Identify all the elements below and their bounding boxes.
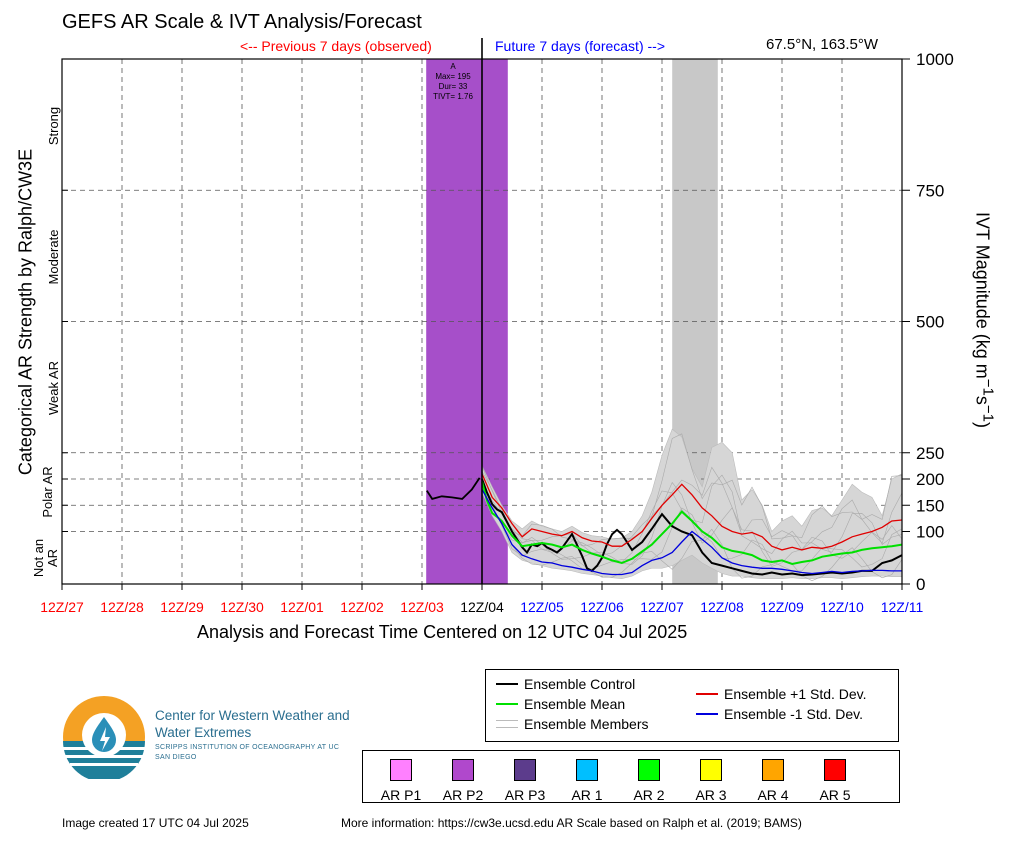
band-annotation: Max= 195	[435, 72, 471, 81]
y-tick-label: 200	[916, 470, 944, 489]
minus-sd-line	[481, 489, 902, 576]
ar-legend-item: AR 3	[681, 759, 741, 803]
control-line	[481, 478, 903, 577]
right-axis-title: IVT Magnitude (kg m−1s−1)	[972, 212, 997, 428]
location-label: 67.5°N, 163.5°W	[766, 36, 879, 53]
member-line	[481, 466, 903, 556]
ar-legend-swatch	[824, 759, 846, 781]
footer-info: More information: https://cw3e.ucsd.edu …	[341, 816, 802, 830]
ar-legend-swatch	[452, 759, 474, 781]
ar-legend-swatch	[700, 759, 722, 781]
x-tick-label: 12Z/09	[760, 599, 804, 615]
ar-legend-label: AR 1	[571, 787, 603, 803]
x-tick-label: 12Z/29	[160, 599, 204, 615]
plus-sd-line	[481, 473, 903, 551]
band-annotation: A	[450, 62, 456, 71]
ar-legend-label: AR 5	[819, 787, 851, 803]
y-tick-label: 1000	[916, 50, 954, 69]
legend-control: Ensemble Control	[496, 676, 635, 692]
x-tick-label: 12Z/11	[881, 599, 924, 615]
legend-mean: Ensemble Mean	[496, 696, 625, 712]
y-tick-label: 500	[916, 313, 944, 332]
x-tick-label: 12Z/04	[460, 599, 504, 615]
observed-line	[426, 477, 481, 500]
x-tick-label: 12Z/27	[40, 599, 84, 615]
category-weak: Weak AR	[46, 361, 61, 415]
member-line	[481, 433, 903, 547]
left-axis-title: Categorical AR Strength by Ralph/CW3E	[15, 148, 36, 476]
x-tick-label: 12Z/08	[700, 599, 744, 615]
y-tick-label: 250	[916, 444, 944, 463]
ar-legend-item: AR P3	[495, 759, 555, 803]
ar-legend-item: AR P2	[433, 759, 493, 803]
y-tick-label: 100	[916, 523, 944, 542]
y-tick-label: 750	[916, 181, 944, 200]
band-annotation: TIVT= 1.76	[433, 92, 473, 101]
ar-legend-label: AR 4	[757, 787, 789, 803]
previous-period-label: <-- Previous 7 days (observed)	[240, 38, 432, 54]
ar-legend-item: AR 1	[557, 759, 617, 803]
x-tick-label: 12Z/28	[100, 599, 144, 615]
ar-category-legend: AR P1 AR P2 AR P3 AR 1 AR 2 AR 3 AR 4 AR 5	[362, 750, 900, 803]
ar-legend-swatch	[576, 759, 598, 781]
category-strong: Strong	[46, 106, 61, 146]
ar-legend-item: AR 4	[743, 759, 803, 803]
x-tick-label: 12Z/02	[340, 599, 384, 615]
future-period-label: Future 7 days (forecast) -->	[495, 38, 666, 54]
ar-legend-label: AR 2	[633, 787, 665, 803]
x-tick-label: 12Z/03	[400, 599, 444, 615]
ar-legend-label: AR P3	[504, 787, 546, 803]
x-tick-label: 12Z/07	[640, 599, 684, 615]
ar-legend-label: AR 3	[695, 787, 727, 803]
logo-icon	[63, 696, 145, 782]
ar-legend-swatch	[762, 759, 784, 781]
band-annotation: Dur= 33	[439, 82, 468, 91]
mean-line	[481, 481, 903, 566]
ar-legend-item: AR 2	[619, 759, 679, 803]
legend-minus-sd: Ensemble -1 Std. Dev.	[696, 706, 863, 722]
line-legend: Ensemble Control Ensemble Mean Ensemble …	[485, 669, 899, 742]
logo-name: Center for Western Weather and Water Ext…	[155, 708, 350, 740]
footer-created: Image created 17 UTC 04 Jul 2025	[62, 816, 249, 830]
chart-title: GEFS AR Scale & IVT Analysis/Forecast	[62, 11, 422, 33]
ar-legend-item: AR P1	[371, 759, 431, 803]
y-tick-label: 0	[916, 575, 925, 594]
legend-members: Ensemble Members	[496, 716, 649, 732]
cw3e-logo	[62, 695, 146, 784]
x-tick-label: 12Z/06	[580, 599, 624, 615]
ar-legend-swatch	[638, 759, 660, 781]
member-line	[481, 488, 903, 582]
ar-legend-label: AR P1	[380, 787, 422, 803]
x-tick-label: 12Z/30	[220, 599, 264, 615]
x-tick-label: 12Z/05	[520, 599, 564, 615]
ar-legend-label: AR P2	[442, 787, 484, 803]
x-tick-label: 12Z/01	[280, 599, 324, 615]
x-axis-title: Analysis and Forecast Time Centered on 1…	[197, 622, 688, 642]
ar-legend-item: AR 5	[805, 759, 865, 803]
y-tick-label: 150	[916, 496, 944, 515]
ar-legend-swatch	[390, 759, 412, 781]
category-not-ar: Not an AR	[31, 538, 60, 578]
logo-subtitle: SCRIPPS INSTITUTION OF OCEANOGRAPHY AT U…	[155, 744, 340, 761]
ar-legend-swatch	[514, 759, 536, 781]
category-moderate: Moderate	[46, 229, 61, 285]
x-tick-label: 12Z/10	[820, 599, 864, 615]
category-polar: Polar AR	[40, 466, 55, 518]
legend-plus-sd: Ensemble +1 Std. Dev.	[696, 686, 867, 702]
